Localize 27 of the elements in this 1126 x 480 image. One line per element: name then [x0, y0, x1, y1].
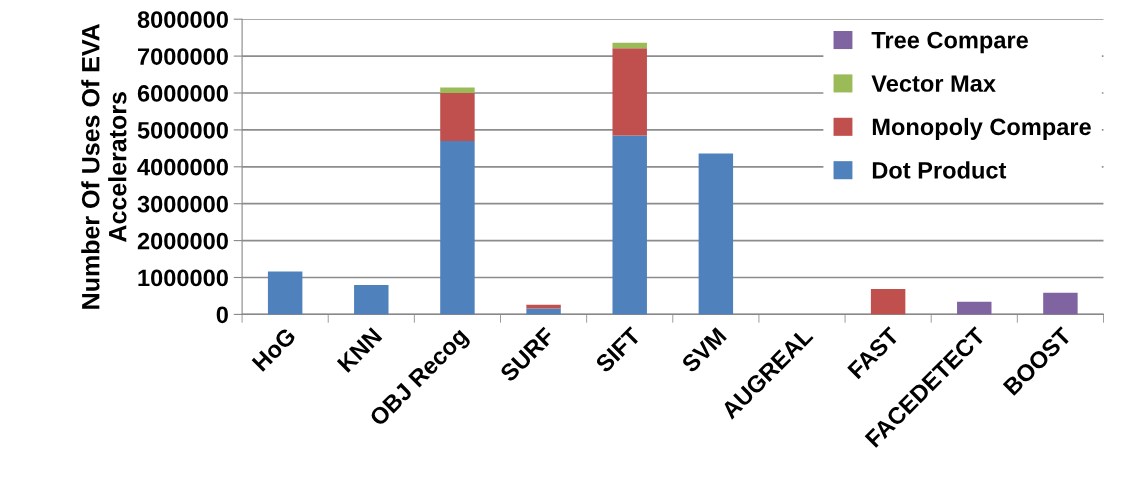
bar — [526, 308, 561, 315]
bar — [612, 135, 647, 315]
bar — [440, 140, 475, 315]
bar — [698, 153, 734, 315]
bar — [612, 42, 647, 49]
legend-label: Dot Product — [872, 161, 1007, 179]
y-tick-label: 2000000 — [137, 232, 228, 250]
bar — [440, 87, 475, 93]
y-tick-label: 5000000 — [137, 121, 228, 139]
legend-label: Tree Compare — [871, 31, 1028, 54]
y-tick-label: 6000000 — [137, 85, 228, 102]
y-tick-label: 1000000 — [138, 269, 228, 287]
y-tick-label: 4000000 — [137, 158, 228, 176]
y-axis-title: Number Of Uses Of EVA Accelerators — [81, 23, 127, 309]
bar — [870, 288, 906, 315]
bar — [957, 301, 992, 315]
bar — [612, 48, 647, 136]
legend-label: Monopoly Compare — [872, 117, 1091, 140]
y-tick-label: 7000000 — [138, 48, 228, 65]
bar — [354, 284, 389, 315]
y-tick-label: 0 — [216, 306, 228, 324]
y-tick-label: 3000000 — [137, 195, 228, 213]
legend-label: Vector Max — [871, 75, 996, 92]
bar — [440, 93, 475, 141]
y-tick-label: 8000000 — [137, 11, 228, 28]
bar — [267, 271, 303, 315]
bar — [1043, 292, 1078, 315]
